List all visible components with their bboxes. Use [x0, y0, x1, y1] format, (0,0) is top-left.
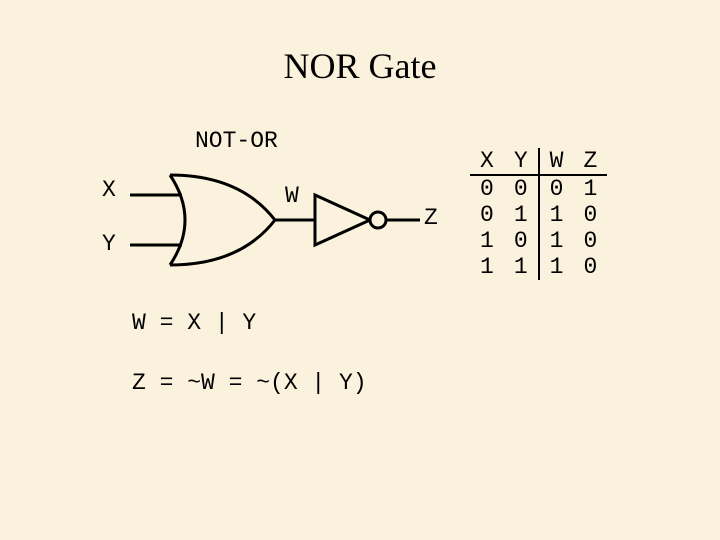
tt-col-z: Z: [573, 148, 607, 175]
tt-cell: 1: [470, 228, 504, 254]
mid-w-label: W: [285, 183, 299, 209]
tt-cell: 1: [573, 175, 607, 202]
tt-cell: 1: [539, 228, 574, 254]
truth-table-row: 1 0 1 0: [470, 228, 607, 254]
slide-page: NOR Gate NOT-OR X Y W Z W = X | Y Z = ~W…: [0, 0, 720, 540]
tt-cell: 1: [539, 254, 574, 280]
page-title: NOR Gate: [0, 45, 720, 87]
tt-cell: 1: [504, 202, 539, 228]
truth-table-row: 0 0 0 1: [470, 175, 607, 202]
tt-cell: 0: [573, 202, 607, 228]
truth-table-row: 0 1 1 0: [470, 202, 607, 228]
tt-cell: 0: [504, 228, 539, 254]
truth-table-row: 1 1 1 0: [470, 254, 607, 280]
output-z-label: Z: [424, 205, 438, 231]
tt-cell: 1: [539, 202, 574, 228]
tt-cell: 0: [539, 175, 574, 202]
tt-cell: 0: [573, 254, 607, 280]
tt-cell: 0: [470, 202, 504, 228]
tt-col-y: Y: [504, 148, 539, 175]
truth-table-body: 0 0 0 1 0 1 1 0 1 0 1 0 1: [470, 175, 607, 280]
tt-cell: 1: [470, 254, 504, 280]
tt-col-x: X: [470, 148, 504, 175]
truth-table: X Y W Z 0 0 0 1 0 1 1 0: [470, 148, 607, 280]
input-x-label: X: [102, 177, 116, 203]
nor-gate-diagram: X Y W Z: [120, 165, 430, 275]
tt-cell: 0: [573, 228, 607, 254]
tt-cell: 0: [504, 175, 539, 202]
equation-z: Z = ~W = ~(X | Y): [132, 370, 367, 396]
truth-table-header-row: X Y W Z: [470, 148, 607, 175]
nor-gate-svg: [120, 165, 430, 275]
truth-table-grid: X Y W Z 0 0 0 1 0 1 1 0: [470, 148, 607, 280]
tt-col-w: W: [539, 148, 574, 175]
tt-cell: 0: [470, 175, 504, 202]
equation-w: W = X | Y: [132, 310, 256, 336]
gate-subtitle: NOT-OR: [195, 128, 278, 154]
tt-cell: 1: [504, 254, 539, 280]
input-y-label: Y: [102, 231, 116, 257]
